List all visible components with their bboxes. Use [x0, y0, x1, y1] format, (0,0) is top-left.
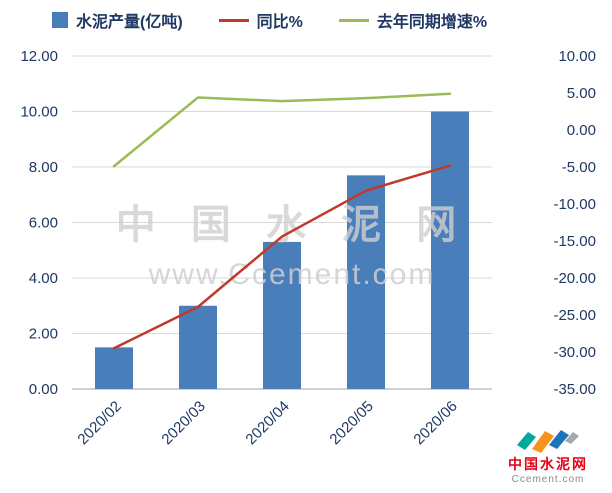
- legend-label-production: 水泥产量(亿吨): [76, 14, 183, 31]
- right-axis-tick: -35.00: [553, 381, 596, 398]
- right-axis-tick: -25.00: [553, 307, 596, 324]
- bar-2020-06: [431, 111, 469, 389]
- ccement-logo: 中国水泥网 Ccement.com: [492, 427, 604, 485]
- left-axis-tick: 0.00: [29, 381, 58, 398]
- left-axis-tick: 10.00: [20, 104, 58, 121]
- bar-2020-05: [347, 175, 385, 389]
- line-series-1: [112, 164, 452, 350]
- bar-2020-02: [95, 347, 133, 389]
- left-axis-tick: 6.00: [29, 215, 58, 232]
- bar-2020-04: [263, 241, 301, 389]
- watermark-url: www.Ccement.com: [148, 258, 436, 291]
- legend-label-yoy: 同比%: [256, 14, 303, 31]
- left-axis-tick: 12.00: [20, 48, 58, 65]
- right-axis-tick: -10.00: [553, 196, 596, 213]
- line-series-2: [112, 92, 452, 168]
- legend-bar-swatch-icon: [52, 12, 68, 28]
- right-axis-tick: 5.00: [567, 85, 596, 102]
- logo-subtitle: Ccement.com: [511, 474, 585, 485]
- legend-item-yoy: 同比%: [218, 8, 303, 32]
- x-axis-label: 2020/04: [242, 398, 292, 448]
- left-axis-tick: 2.00: [29, 326, 58, 343]
- bar-2020-03: [179, 305, 217, 389]
- legend-line-swatch-icon: [338, 18, 369, 22]
- ccement-logo-icon: [517, 430, 579, 453]
- watermark-cn: 中 国 水 泥 网: [116, 203, 468, 247]
- right-axis-tick: -20.00: [553, 270, 596, 287]
- logo-title: 中国水泥网: [508, 456, 588, 472]
- right-axis-tick: -15.00: [553, 233, 596, 250]
- right-axis-tick: -5.00: [562, 159, 596, 176]
- legend-label-lastyear: 去年同期增速%: [376, 14, 488, 31]
- right-axis-tick: 10.00: [558, 48, 596, 65]
- x-axis-label: 2020/05: [326, 398, 376, 448]
- x-axis-label: 2020/03: [158, 398, 208, 448]
- x-axis-label: 2020/02: [74, 398, 124, 448]
- right-axis-tick: -30.00: [553, 344, 596, 361]
- left-axis-tick: 4.00: [29, 270, 58, 287]
- left-axis-tick: 8.00: [29, 159, 58, 176]
- x-axis-label: 2020/06: [410, 398, 460, 448]
- legend-item-lastyear: 去年同期增速%: [338, 8, 488, 32]
- legend-item-production: 水泥产量(亿吨): [52, 8, 183, 32]
- legend-line-swatch-icon: [218, 18, 249, 22]
- chart-legend: 水泥产量(亿吨) 同比% 去年同期增速%: [52, 8, 487, 32]
- right-axis-tick: 0.00: [567, 122, 596, 139]
